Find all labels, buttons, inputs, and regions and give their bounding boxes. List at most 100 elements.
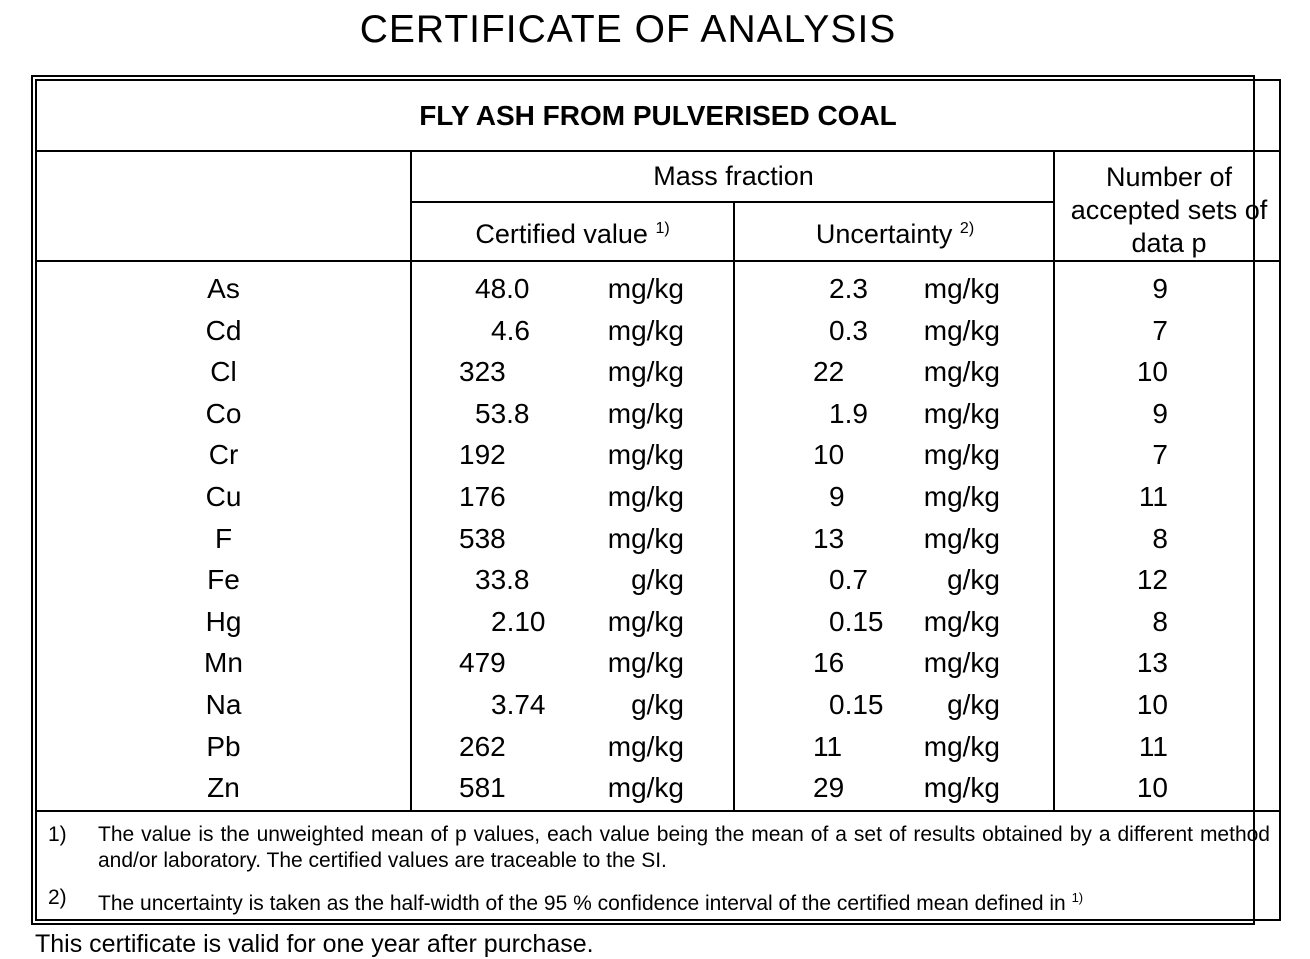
element-cell: Hg: [205, 605, 242, 637]
footnote-text: The uncertainty is taken as the half-wid…: [98, 892, 1072, 915]
number-sets-cell: 11: [1138, 481, 1168, 512]
uncertainty-header: Uncertainty 2): [815, 219, 975, 249]
uncertainty-unit-cell: mg/kg: [923, 647, 1000, 679]
uncertainty-value-cell: 16: [813, 647, 845, 679]
table-outer-border: [31, 75, 1255, 925]
number-sets-header: Number of accepted sets of data p: [1070, 162, 1268, 258]
caption-divider: [37, 150, 1279, 152]
certified-value-cell: 538: [459, 522, 506, 554]
certified-unit-cell: mg/kg: [607, 439, 684, 471]
notes-divider: [37, 810, 1279, 812]
number-sets-cell: 7: [1152, 439, 1168, 471]
certified-value-header: Certified value 1): [475, 219, 670, 249]
element-cell: Na: [205, 689, 242, 720]
certified-value-cell: 53.8: [475, 397, 530, 429]
element-cell: As: [207, 273, 240, 304]
certified-value-cell: 33.8: [475, 564, 530, 596]
certified-unit-cell: mg/kg: [607, 314, 684, 346]
element-cell: Cr: [208, 439, 239, 471]
uncertainty-value-cell: 22: [813, 356, 845, 388]
uncertainty-unit-cell: mg/kg: [923, 730, 1000, 762]
element-cell: Cu: [205, 481, 242, 512]
footnote-2: 2) The uncertainty is taken as the half-…: [48, 885, 1270, 917]
footnote-ref: 1): [1071, 890, 1084, 905]
uncertainty-value-cell: 9: [829, 481, 845, 512]
certified-unit-cell: mg/kg: [607, 772, 684, 804]
certified-value-cell: 3.74: [491, 689, 546, 720]
certified-value-cell: 192: [459, 439, 506, 471]
certified-value-cell: 581: [459, 772, 506, 804]
uncertainty-value-cell: 0.3: [829, 314, 868, 346]
uncertainty-value-cell: 0.15: [829, 605, 884, 637]
certified-unit-cell: g/kg: [631, 689, 684, 720]
uncertainty-unit-cell: g/kg: [947, 564, 1000, 596]
uncertainty-unit-cell: mg/kg: [923, 772, 1000, 804]
number-sets-cell: 9: [1152, 273, 1168, 304]
footnote-ref: 2): [959, 220, 975, 237]
uncertainty-value-cell: 1.9: [829, 397, 868, 429]
certified-unit-cell: mg/kg: [607, 397, 684, 429]
column-divider: [733, 202, 735, 811]
uncertainty-value-cell: 0.7: [829, 564, 868, 596]
number-sets-cell: 10: [1136, 356, 1168, 388]
uncertainty-unit-cell: mg/kg: [923, 314, 1000, 346]
certified-value-cell: 4.6: [491, 314, 530, 346]
page-title: CERTIFICATE OF ANALYSIS: [359, 8, 897, 51]
uncertainty-value-cell: 29: [813, 772, 845, 804]
table-caption: FLY ASH FROM PULVERISED COAL: [419, 100, 897, 131]
uncertainty-unit-cell: g/kg: [947, 689, 1000, 720]
certified-unit-cell: g/kg: [631, 564, 684, 596]
certified-unit-cell: mg/kg: [607, 522, 684, 554]
uncertainty-unit-cell: mg/kg: [923, 356, 1000, 388]
number-sets-cell: 10: [1136, 772, 1168, 804]
element-cell: Cd: [205, 314, 242, 346]
footnote-ref: 1): [655, 220, 670, 237]
header-divider: [37, 260, 1279, 262]
number-sets-cell: 12: [1136, 564, 1168, 596]
certified-value-cell: 2.10: [491, 605, 546, 637]
element-cell: Cl: [210, 356, 237, 388]
table-inner-border: [35, 79, 1281, 921]
uncertainty-unit-cell: mg/kg: [923, 481, 1000, 512]
uncertainty-unit-cell: mg/kg: [923, 605, 1000, 637]
column-divider: [410, 151, 412, 811]
bottom-text: This certificate is valid for one year a…: [35, 930, 594, 958]
certified-unit-cell: mg/kg: [607, 647, 684, 679]
certified-unit-cell: mg/kg: [607, 481, 684, 512]
number-sets-cell: 10: [1136, 689, 1168, 720]
number-sets-cell: 11: [1138, 730, 1168, 762]
element-cell: Pb: [206, 730, 241, 762]
footnotes: 1) The value is the unweighted mean of p…: [48, 822, 1270, 917]
element-cell: Zn: [207, 772, 240, 804]
certified-unit-cell: mg/kg: [607, 356, 684, 388]
footnote-1: 1) The value is the unweighted mean of p…: [48, 822, 1270, 874]
number-sets-cell: 13: [1136, 647, 1168, 679]
column-divider: [1053, 151, 1055, 811]
certified-unit-cell: mg/kg: [607, 605, 684, 637]
uncertainty-value-cell: 10: [813, 439, 845, 471]
footnote-number: 2): [48, 886, 67, 909]
certified-value-cell: 479: [459, 647, 506, 679]
certified-unit-cell: mg/kg: [607, 730, 684, 762]
uncertainty-value-cell: 2.3: [829, 273, 868, 304]
number-sets-cell: 7: [1152, 314, 1168, 346]
mass-fraction-header: Mass fraction: [653, 161, 814, 191]
uncertainty-value-cell: 0.15: [829, 689, 884, 720]
certified-value-cell: 48.0: [475, 273, 530, 304]
uncertainty-unit-cell: mg/kg: [923, 397, 1000, 429]
number-sets-cell: 9: [1152, 397, 1168, 429]
element-cell: Fe: [207, 564, 240, 596]
number-sets-cell: 8: [1152, 605, 1168, 637]
footnote-number: 1): [48, 823, 67, 846]
certified-value-cell: 323: [459, 356, 506, 388]
uncertainty-unit-cell: mg/kg: [923, 439, 1000, 471]
number-sets-cell: 8: [1152, 522, 1168, 554]
uncertainty-value-cell: 13: [813, 522, 845, 554]
element-cell: Mn: [204, 647, 243, 679]
footnote-text: The value is the unweighted mean of p va…: [98, 823, 1270, 872]
certified-unit-cell: mg/kg: [607, 273, 684, 304]
uncertainty-value-cell: 11: [813, 730, 843, 762]
uncertainty-unit-cell: mg/kg: [923, 522, 1000, 554]
uncertainty-unit-cell: mg/kg: [923, 273, 1000, 304]
element-cell: Co: [205, 397, 242, 429]
